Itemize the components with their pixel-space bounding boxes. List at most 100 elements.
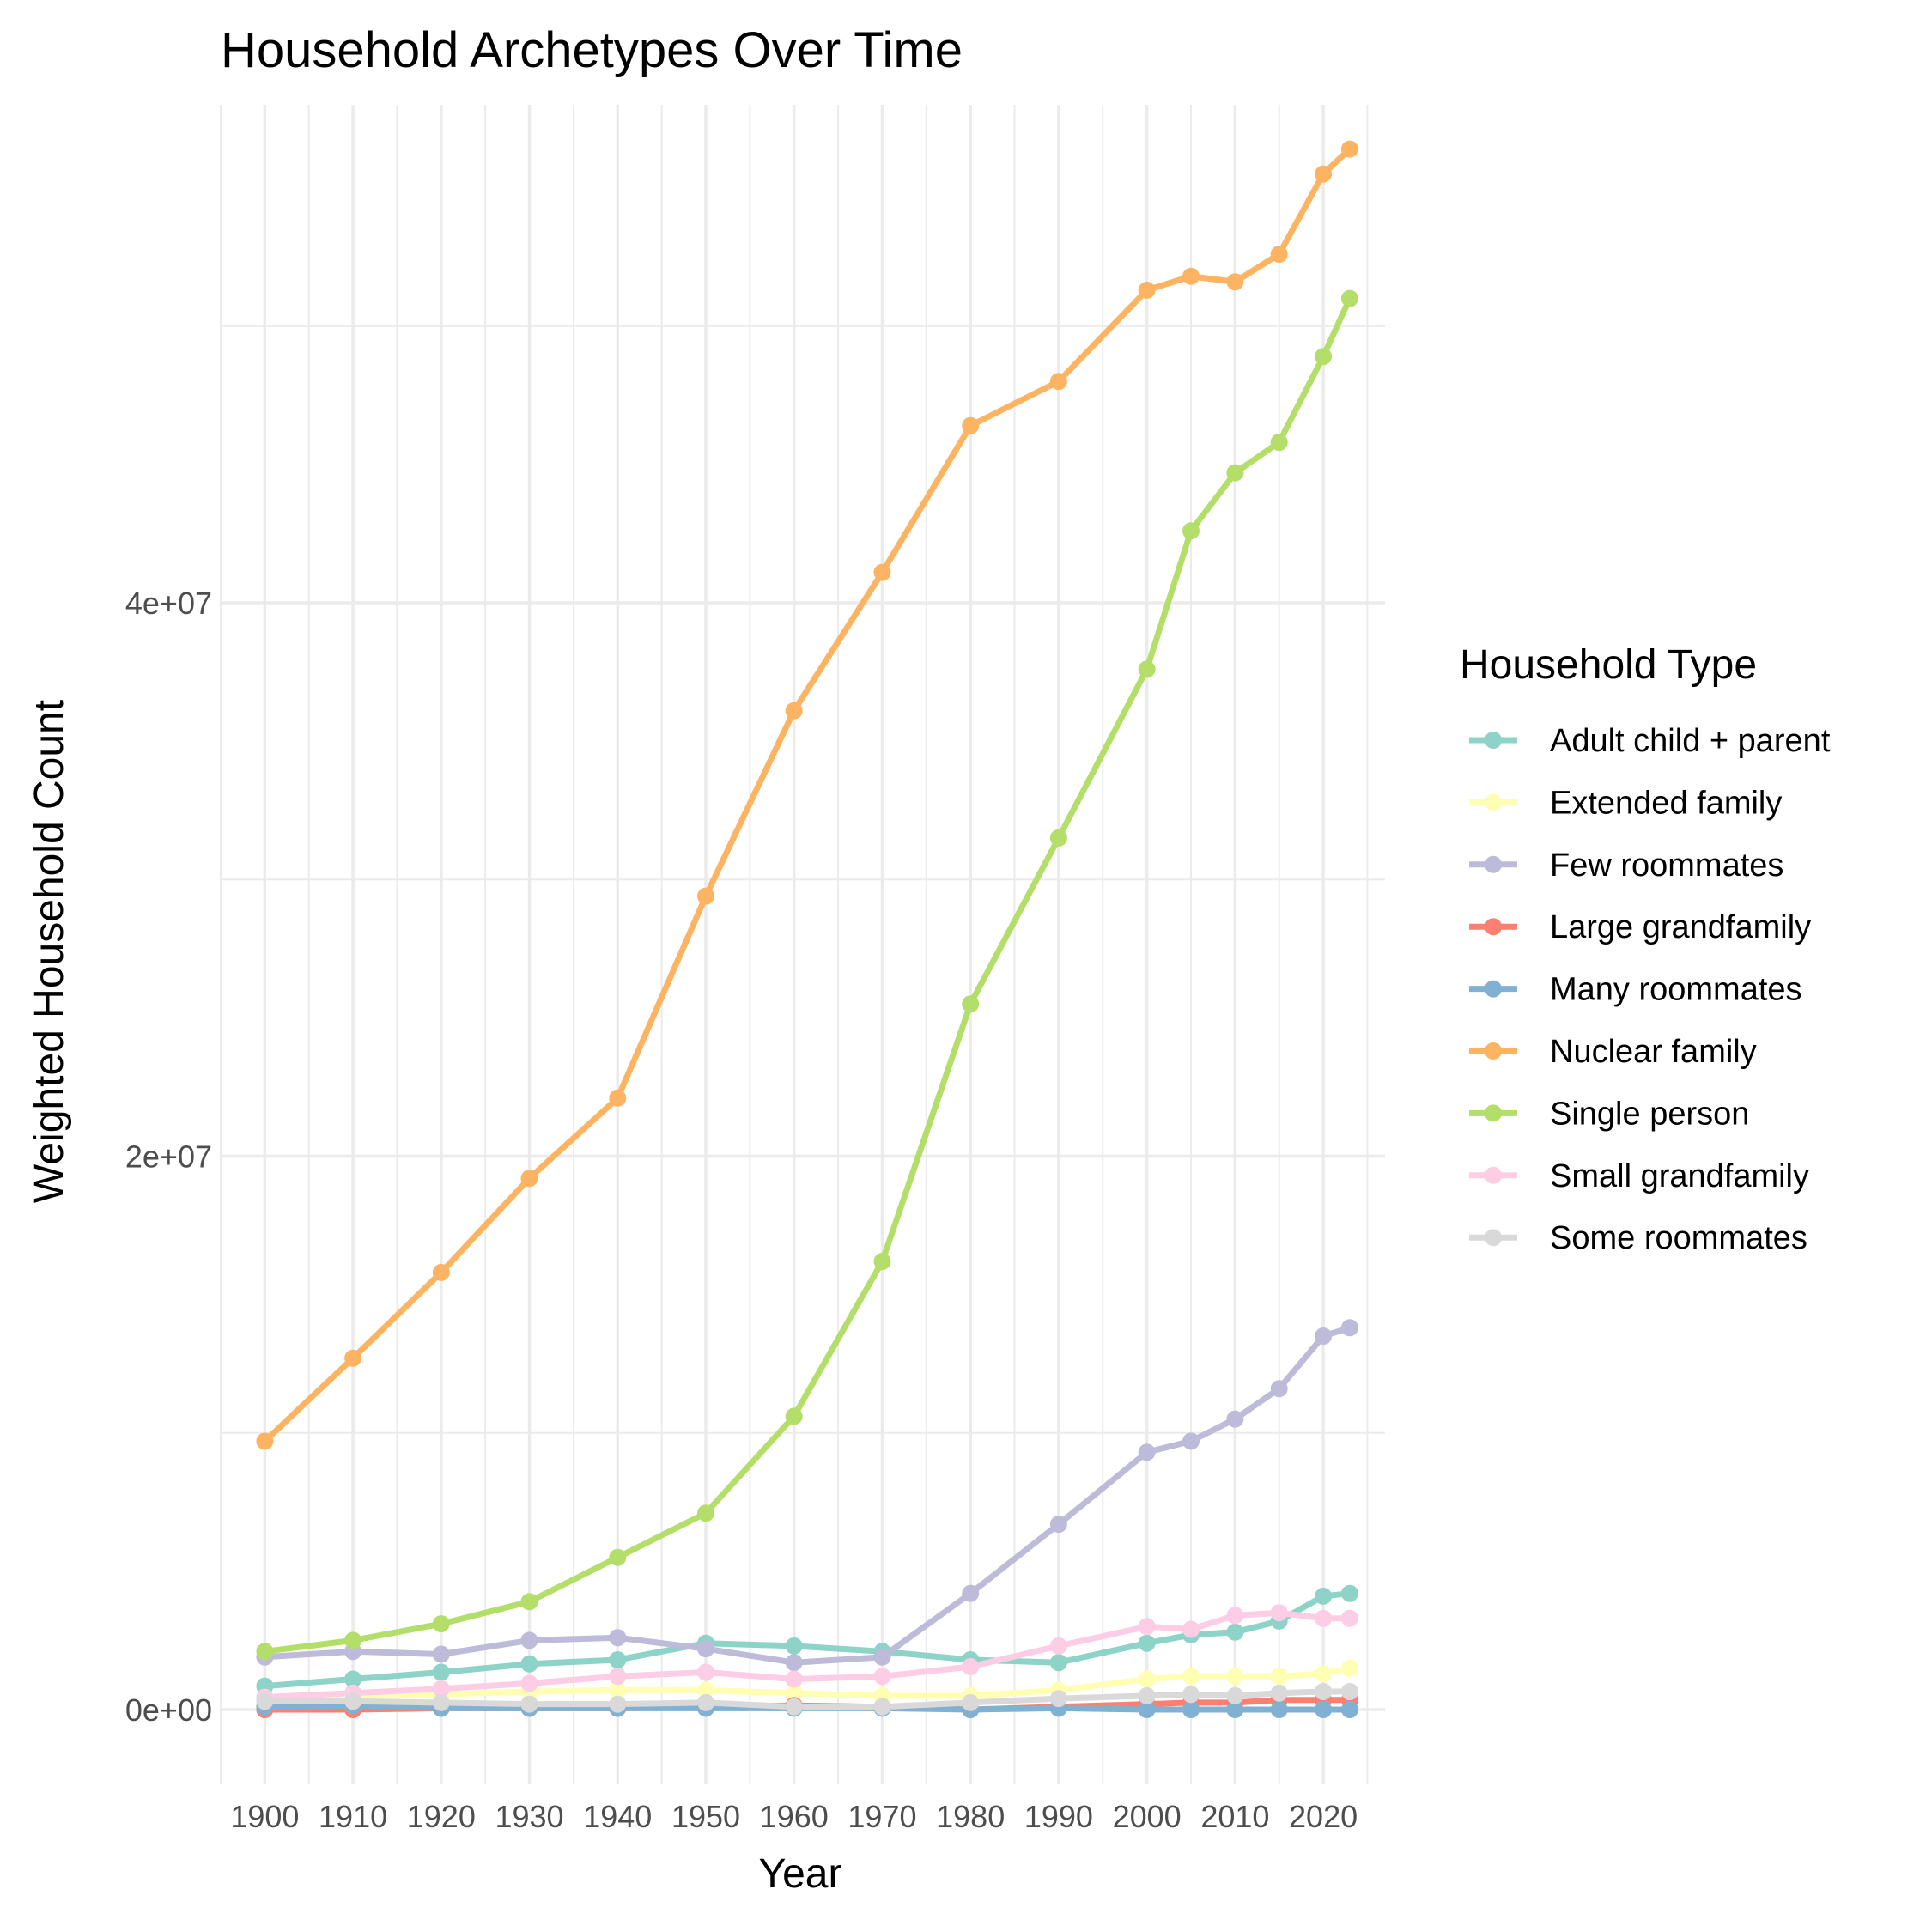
legend-items: Adult child + parent Extended family Few r… (1469, 723, 1831, 1256)
data-point-6-7 (873, 1253, 891, 1270)
data-point-6-11 (1182, 522, 1200, 540)
legend-key-point (1485, 1166, 1502, 1184)
data-point-7-10 (1138, 1618, 1156, 1636)
data-point-8-3 (520, 1695, 538, 1713)
data-point-1-11 (1182, 1668, 1200, 1686)
legend-key-point (1485, 855, 1502, 873)
x-tick-label: 1960 (760, 1799, 829, 1834)
data-point-6-15 (1340, 289, 1358, 307)
data-point-6-14 (1315, 348, 1333, 366)
data-point-1-5 (697, 1681, 714, 1699)
data-point-4-11 (1182, 1701, 1200, 1718)
x-tick-label: 2020 (1289, 1799, 1358, 1834)
data-point-7-8 (962, 1658, 980, 1675)
data-point-2-6 (785, 1654, 803, 1672)
legend-label: Small grandfamily (1550, 1158, 1809, 1194)
data-point-5-1 (344, 1349, 362, 1367)
data-point-8-4 (609, 1695, 627, 1713)
data-point-7-6 (785, 1670, 803, 1688)
data-point-1-15 (1340, 1659, 1358, 1677)
data-point-1-14 (1315, 1665, 1333, 1683)
data-point-8-13 (1270, 1684, 1288, 1702)
legend-key-point (1485, 793, 1502, 811)
data-point-8-1 (344, 1692, 362, 1710)
series-line-2 (264, 1324, 1351, 1666)
x-tick-label: 1950 (671, 1799, 740, 1834)
data-point-2-7 (873, 1648, 891, 1666)
data-point-8-12 (1226, 1686, 1244, 1704)
x-tick-label: 1990 (1024, 1799, 1093, 1834)
x-tick-label: 1970 (848, 1799, 916, 1834)
data-point-7-12 (1226, 1607, 1244, 1625)
data-point-2-5 (697, 1640, 714, 1658)
chart-title: Household Archetypes Over Time (221, 22, 963, 78)
data-point-1-10 (1138, 1670, 1156, 1688)
series-line-5 (263, 147, 1352, 1443)
data-point-5-15 (1340, 140, 1358, 158)
data-point-5-14 (1315, 165, 1333, 183)
y-tick-label: 4e+07 (125, 586, 212, 621)
legend-label: Extended family (1550, 785, 1782, 821)
data-point-7-15 (1340, 1609, 1358, 1627)
legend-key-point (1485, 732, 1502, 749)
data-point-2-8 (962, 1584, 980, 1602)
data-point-0-3 (520, 1655, 538, 1673)
data-point-5-0 (256, 1432, 274, 1450)
data-point-0-15 (1340, 1584, 1358, 1602)
data-point-8-0 (256, 1692, 274, 1710)
data-point-4-15 (1340, 1701, 1358, 1718)
data-point-6-8 (962, 995, 980, 1013)
data-point-0-14 (1315, 1587, 1333, 1605)
x-tick-label: 1930 (495, 1799, 563, 1834)
data-point-5-8 (962, 416, 980, 434)
legend-key-point (1485, 980, 1502, 998)
data-point-6-0 (256, 1643, 274, 1661)
data-point-6-5 (697, 1504, 714, 1522)
data-point-4-10 (1138, 1701, 1156, 1718)
x-tick-label: 2010 (1200, 1799, 1269, 1834)
data-point-8-5 (697, 1693, 714, 1711)
x-tick-label: 1980 (936, 1799, 1005, 1834)
data-point-2-13 (1270, 1380, 1288, 1398)
data-point-6-13 (1270, 434, 1288, 452)
data-point-2-9 (1049, 1516, 1067, 1534)
series-line-0 (264, 1590, 1351, 1690)
legend-label: Single person (1550, 1096, 1749, 1132)
data-point-2-10 (1138, 1443, 1156, 1461)
series-line-4 (264, 1702, 1350, 1713)
y-axis-title: Weighted Household Count (27, 700, 72, 1203)
data-point-6-1 (344, 1631, 362, 1649)
legend-label: Few roommates (1550, 848, 1783, 884)
data-point-2-12 (1226, 1410, 1244, 1428)
data-point-0-10 (1138, 1634, 1156, 1652)
data-point-7-13 (1270, 1604, 1288, 1622)
data-point-6-4 (609, 1548, 627, 1566)
minor-gridlines (220, 105, 1385, 1784)
legend-key-point (1485, 1042, 1502, 1060)
data-point-0-4 (609, 1651, 627, 1668)
data-point-1-12 (1226, 1668, 1244, 1686)
data-point-6-3 (520, 1593, 538, 1611)
x-axis-title: Year (759, 1851, 842, 1897)
data-point-0-1 (344, 1670, 362, 1688)
legend-label: Large grandfamily (1550, 909, 1811, 945)
y-axis-tick-labels: 0e+00 2e+07 4e+07 (125, 586, 212, 1728)
legend-title: Household Type (1460, 642, 1757, 688)
data-point-2-3 (520, 1631, 538, 1649)
x-axis-tick-labels: 1900 1910 1920 1930 1940 1950 1960 1970 1980 1990… (230, 1799, 1358, 1834)
data-point-6-12 (1226, 464, 1244, 482)
data-point-5-7 (873, 563, 891, 581)
data-point-0-6 (785, 1637, 803, 1655)
data-point-2-14 (1315, 1327, 1333, 1345)
series-lines (263, 147, 1353, 1713)
data-point-0-2 (432, 1663, 450, 1681)
data-point-5-5 (697, 887, 714, 905)
legend-label: Many roommates (1550, 972, 1802, 1008)
x-tick-label: 2000 (1113, 1799, 1182, 1834)
y-tick-label: 2e+07 (125, 1139, 212, 1175)
data-point-8-10 (1138, 1686, 1156, 1704)
data-point-7-7 (873, 1668, 891, 1686)
data-point-8-6 (785, 1698, 803, 1716)
legend-key-point (1485, 918, 1502, 936)
